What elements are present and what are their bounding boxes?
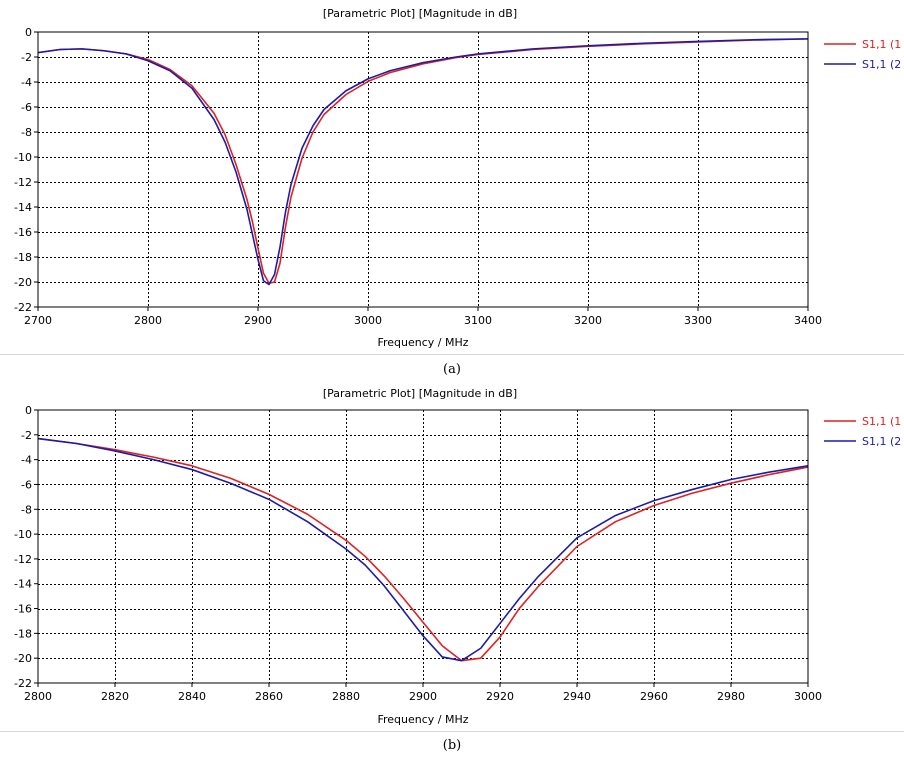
legend-label-s11-1: S1,1 (1 <box>862 38 901 51</box>
series-line-s11-2 <box>37 38 809 286</box>
y-tick-label: -10 <box>14 151 32 164</box>
x-tick-label: 3100 <box>464 314 492 327</box>
x-tick-label: 2820 <box>101 690 129 703</box>
x-axis-label: Frequency / MHz <box>377 713 468 726</box>
y-tick-label: -20 <box>14 276 32 289</box>
y-tick-label: -14 <box>14 578 32 591</box>
y-tick-label: -6 <box>21 101 32 114</box>
y-tick-label: -20 <box>14 652 32 665</box>
plot-frame <box>37 409 809 684</box>
series-line-s11-1 <box>37 38 809 285</box>
x-tick-label: 2840 <box>178 690 206 703</box>
x-tick-label: 3000 <box>354 314 382 327</box>
grid <box>38 32 808 307</box>
series-line-s11-2 <box>37 437 809 662</box>
y-tick-label: -18 <box>14 627 32 640</box>
y-tick-label: -4 <box>21 454 32 467</box>
chart-title: [Parametric Plot] [Magnitude in dB] <box>323 7 517 20</box>
x-tick-label: 3000 <box>794 690 822 703</box>
y-tick-label: -22 <box>14 301 32 314</box>
x-tick-label: 3300 <box>684 314 712 327</box>
legend: S1,1 (1 S1,1 (2 <box>824 415 901 448</box>
legend-label-s11-1: S1,1 (1 <box>862 415 901 428</box>
y-tick-label: -14 <box>14 201 32 214</box>
legend-label-s11-2: S1,1 (2 <box>862 58 901 71</box>
chart-panel-a: [Parametric Plot] [Magnitude in dB] 2700… <box>0 7 904 377</box>
y-tick-label: -2 <box>21 429 32 442</box>
y-axis-ticks: 0 -2 -4 -6 -8 -10 -12 -14 -16 -18 -20 -22 <box>14 26 38 314</box>
y-tick-label: -4 <box>21 76 32 89</box>
y-tick-label: 0 <box>25 26 32 39</box>
y-tick-label: 0 <box>25 404 32 417</box>
y-tick-label: -22 <box>14 677 32 690</box>
x-tick-label: 2800 <box>24 690 52 703</box>
y-tick-label: -10 <box>14 528 32 541</box>
y-tick-label: -16 <box>14 603 32 616</box>
x-axis-ticks: 2700 2800 2900 3000 3100 3200 3300 3400 <box>24 307 822 327</box>
y-tick-label: -8 <box>21 503 32 516</box>
series-group <box>37 437 809 662</box>
x-tick-label: 2900 <box>244 314 272 327</box>
x-tick-label: 2920 <box>486 690 514 703</box>
series-group <box>37 38 809 286</box>
y-axis-ticks: 0 -2 -4 -6 -8 -10 -12 -14 -16 -18 -20 -22 <box>14 404 38 690</box>
panel-caption: (a) <box>443 362 461 377</box>
x-tick-label: 3200 <box>574 314 602 327</box>
y-tick-label: -8 <box>21 126 32 139</box>
grid <box>38 410 808 683</box>
y-tick-label: -6 <box>21 478 32 491</box>
x-tick-label: 2700 <box>24 314 52 327</box>
x-axis-ticks: 2800 2820 2840 2860 2880 2900 2920 2940 2960 2980… <box>24 683 822 703</box>
x-tick-label: 2900 <box>409 690 437 703</box>
chart-panel-b: [Parametric Plot] [Magnitude in dB] 2800… <box>0 387 904 753</box>
y-tick-label: -16 <box>14 226 32 239</box>
x-axis-label: Frequency / MHz <box>377 336 468 349</box>
x-tick-label: 3400 <box>794 314 822 327</box>
x-tick-label: 2860 <box>255 690 283 703</box>
legend: S1,1 (1 S1,1 (2 <box>824 38 901 71</box>
x-tick-label: 2800 <box>134 314 162 327</box>
panel-caption: (b) <box>443 738 461 753</box>
y-tick-label: -12 <box>14 176 32 189</box>
x-tick-label: 2880 <box>332 690 360 703</box>
chart-title: [Parametric Plot] [Magnitude in dB] <box>323 387 517 400</box>
x-tick-label: 2960 <box>640 690 668 703</box>
y-tick-label: -2 <box>21 51 32 64</box>
y-tick-label: -12 <box>14 553 32 566</box>
series-line-s11-1 <box>37 437 809 662</box>
y-tick-label: -18 <box>14 251 32 264</box>
plot-frame <box>37 31 809 308</box>
x-tick-label: 2980 <box>717 690 745 703</box>
x-tick-label: 2940 <box>563 690 591 703</box>
legend-label-s11-2: S1,1 (2 <box>862 435 901 448</box>
